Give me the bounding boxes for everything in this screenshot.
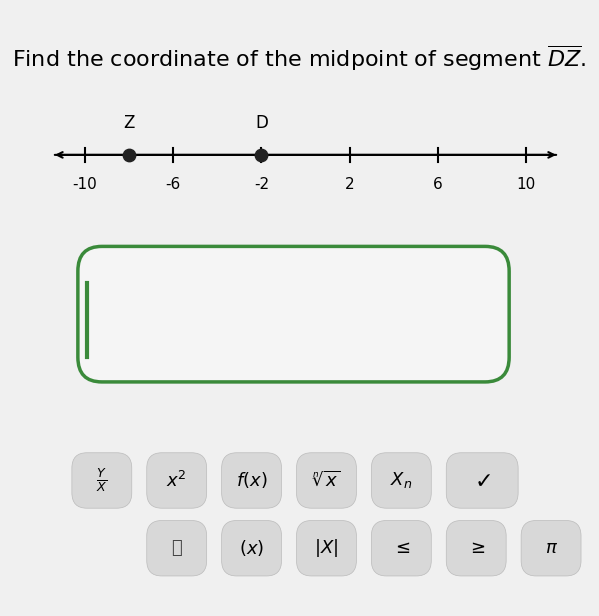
Text: $x^2$: $x^2$ (167, 471, 187, 490)
Text: $(x)$: $(x)$ (239, 538, 264, 558)
Text: $\sqrt[n]{x}$: $\sqrt[n]{x}$ (312, 471, 341, 490)
Text: Z: Z (123, 115, 135, 132)
Text: $\geq$: $\geq$ (467, 539, 486, 557)
Text: Find the coordinate of the midpoint of segment $\overline{DZ}$.: Find the coordinate of the midpoint of s… (13, 43, 586, 73)
Text: $\leq$: $\leq$ (392, 539, 411, 557)
Text: $\pi$: $\pi$ (544, 539, 558, 557)
Text: $\frac{Y}{X}$: $\frac{Y}{X}$ (96, 466, 108, 495)
Point (125, 150, 134, 160)
Text: 6: 6 (433, 177, 443, 192)
Text: $\checkmark$: $\checkmark$ (474, 471, 491, 490)
Text: 2: 2 (345, 177, 355, 192)
Text: 10: 10 (516, 177, 536, 192)
Text: -6: -6 (165, 177, 181, 192)
Text: -2: -2 (254, 177, 269, 192)
Point (256, 150, 266, 160)
Text: 🗑: 🗑 (171, 539, 182, 557)
Text: -10: -10 (72, 177, 98, 192)
Text: $|X|$: $|X|$ (314, 537, 338, 559)
Text: $f(x)$: $f(x)$ (236, 471, 267, 490)
Text: D: D (255, 115, 268, 132)
Text: $X_n$: $X_n$ (390, 471, 413, 490)
